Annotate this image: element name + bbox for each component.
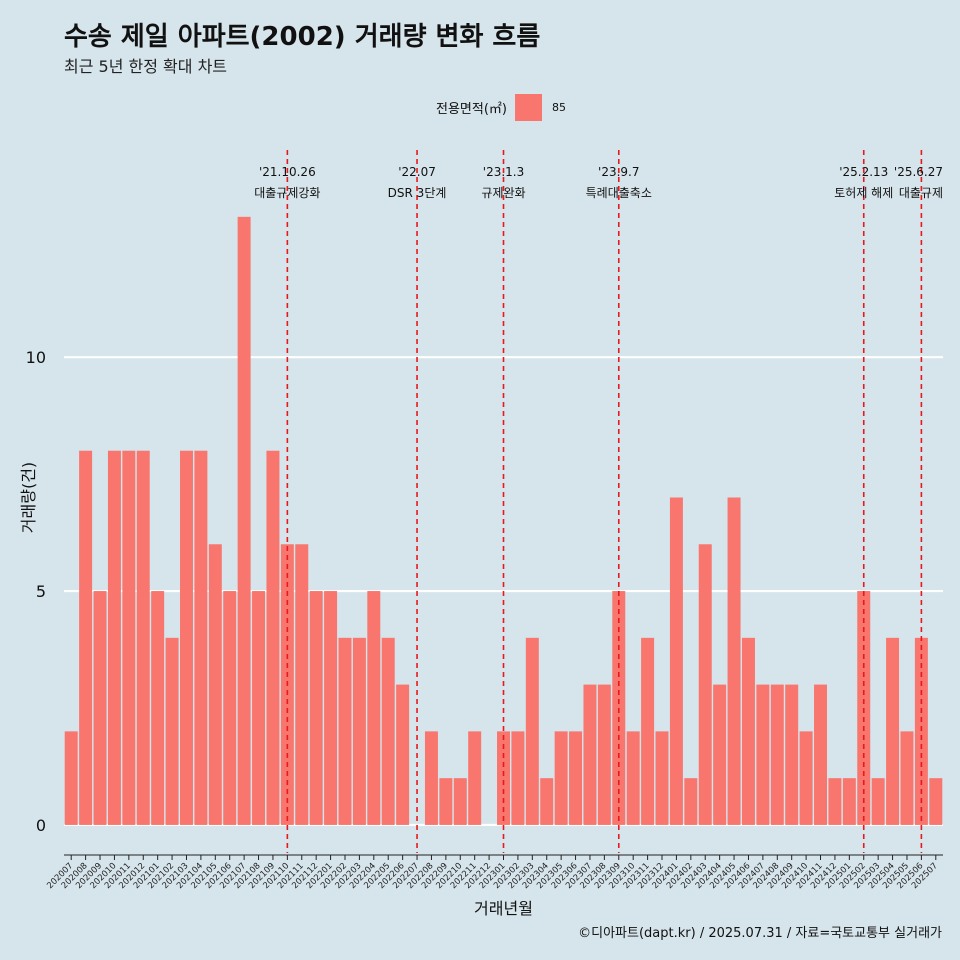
bar [511, 731, 525, 825]
bar [770, 684, 784, 825]
bar [713, 684, 727, 825]
event-date-label: '22.07 [398, 165, 436, 179]
bar [540, 778, 554, 825]
bar [655, 731, 669, 825]
event-layer: '21.10.26 대출규제강화 '22.07 DSR 3단계 '23.1.3 규제완화 '… [254, 150, 943, 853]
bar [626, 731, 640, 825]
source-caption: ©디아파트(dapt.kr) / 2025.07.31 / 자료=국토교통부 실… [578, 926, 942, 941]
bar [929, 778, 943, 825]
bar [842, 778, 856, 825]
bar [309, 591, 323, 825]
bar-layer [64, 216, 943, 825]
bar [814, 684, 828, 825]
bar [612, 591, 626, 825]
event-date-label: '23.9.7 [598, 165, 639, 179]
event-name-label: DSR 3단계 [388, 186, 447, 200]
event-date-label: '25.6.27 [894, 165, 943, 179]
event-date-label: '23.1.3 [483, 165, 524, 179]
bar [439, 778, 453, 825]
legend-entry-label: 85 [551, 100, 566, 114]
event-date-label: '25.2.13 [839, 165, 888, 179]
bar [381, 637, 395, 825]
y-tick-label: 0 [36, 816, 46, 835]
legend-swatch [514, 93, 542, 121]
bar [324, 591, 338, 825]
bar [741, 637, 755, 825]
bar [79, 450, 93, 825]
bar [785, 684, 799, 825]
bar [914, 637, 928, 825]
bar [756, 684, 770, 825]
bar [396, 684, 410, 825]
bar [583, 684, 597, 825]
legend-title: 전용면적(㎡) [436, 101, 507, 117]
bar [727, 497, 741, 825]
bar [799, 731, 813, 825]
bar [165, 637, 179, 825]
event-name-label: 특례대출축소 [586, 186, 652, 200]
bar [886, 637, 900, 825]
bar [497, 731, 510, 825]
bar [468, 731, 482, 825]
chart-title: 수송 제일 아파트(2002) 거래량 변화 흐름 [64, 22, 541, 52]
bar [367, 591, 381, 825]
bar [338, 637, 352, 825]
bar [569, 731, 583, 825]
bar [597, 684, 611, 825]
bar [122, 450, 136, 825]
event-date-label: '21.10.26 [259, 165, 316, 179]
bar [295, 544, 309, 825]
bar [136, 450, 150, 825]
bar [252, 591, 266, 825]
bar [900, 731, 914, 825]
bar [64, 731, 78, 825]
bar [698, 544, 712, 825]
bar [641, 637, 655, 825]
event-name-label: 대출규제 [899, 186, 943, 200]
bar [151, 591, 165, 825]
y-tick-label: 5 [36, 582, 46, 601]
event-name-label: 대출규제강화 [254, 186, 320, 200]
bar [453, 778, 467, 825]
bar [669, 497, 683, 825]
chart-subtitle: 최근 5년 한정 확대 차트 [64, 57, 228, 76]
bar [208, 544, 222, 825]
x-axis-title: 거래년월 [474, 899, 533, 918]
bar [194, 450, 208, 825]
bar [107, 450, 121, 825]
bar [352, 637, 366, 825]
bar [554, 731, 568, 825]
bar [525, 637, 539, 825]
bar [684, 778, 698, 825]
bar [857, 591, 871, 825]
bar [424, 731, 438, 825]
bar [223, 591, 237, 825]
bar [871, 778, 885, 825]
bar [179, 450, 193, 825]
event-name-label: 규제완화 [481, 186, 525, 200]
y-axis-title: 거래량(건) [19, 462, 38, 533]
event-name-label: 토허제 해제 [834, 186, 893, 200]
bar [237, 216, 251, 825]
bar [266, 450, 280, 825]
y-tick-label: 10 [26, 348, 46, 367]
legend: 전용면적(㎡) 85 [436, 93, 566, 121]
bar [93, 591, 107, 825]
bar [828, 778, 842, 825]
